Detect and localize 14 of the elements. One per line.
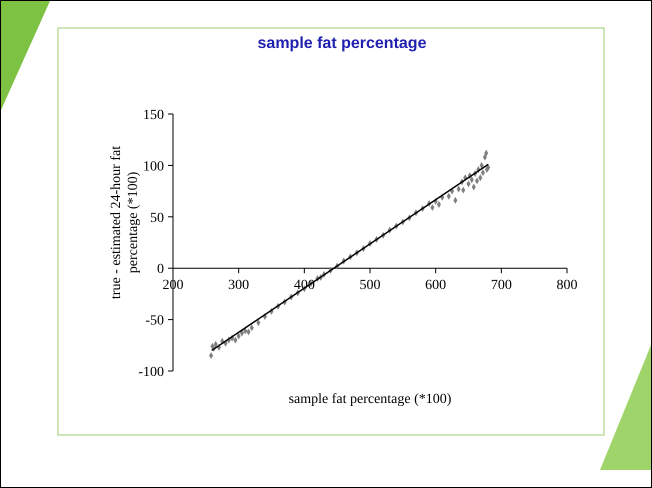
x-tick-label: 700 [490, 278, 512, 294]
y-tick-label: 150 [143, 108, 164, 123]
y-tick-label: 100 [143, 159, 164, 174]
x-axis-title: sample fat percentage (*100) [288, 392, 452, 407]
x-tick-label: 500 [360, 278, 380, 294]
x-tick-label: 800 [556, 278, 578, 294]
y-tick-label: 0 [157, 262, 164, 278]
y-axis-title: true - estimated 24-hour fat percentage (*100) [109, 146, 141, 300]
y-tick-label: 50 [150, 210, 164, 226]
x-tick-label: 300 [228, 278, 250, 294]
y-tick-label: -50 [145, 314, 164, 329]
chart-title: sample fat percentage [258, 35, 427, 52]
x-tick-label: 600 [425, 278, 446, 294]
y-tick-label: -100 [138, 365, 164, 380]
